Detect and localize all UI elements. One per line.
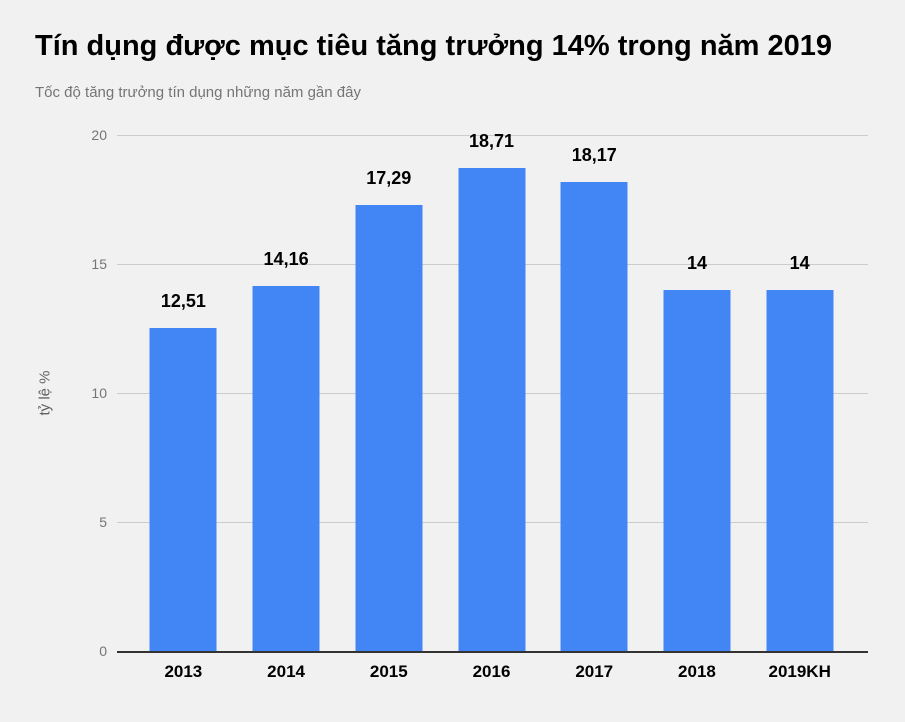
x-tick-label-2017: 2017 [575,662,614,681]
bar-column-2015: 17,29 [337,135,440,651]
bar-2015[interactable] [355,204,423,651]
x-tick-label-2013: 2013 [164,662,203,681]
y-tick-label: 0 [99,643,107,659]
bar-2014[interactable] [252,285,320,651]
value-label-2017: 18,17 [571,145,617,166]
value-label-2019KH: 14 [789,252,810,273]
bar-column-2017: 18,17 [543,135,646,651]
value-label-2014: 14,16 [263,248,309,269]
x-tick-label-2019KH: 2019KH [768,662,831,681]
bar-2017[interactable] [560,182,628,651]
value-label-2018: 14 [686,252,707,273]
bar-2016[interactable] [458,168,526,651]
bar-column-2019KH: 14 [748,135,851,651]
x-tick-label-2015: 2015 [369,662,408,681]
bars-layer: 12,51 14,16 17,29 18,71 18,17 14 14 [132,131,851,651]
chart-title: Tín dụng được mục tiêu tăng trưởng 14% t… [35,30,833,62]
bar-2019KH[interactable] [766,289,834,651]
y-tick-label: 20 [91,127,107,143]
x-tick-label-2014: 2014 [267,662,305,681]
x-axis-line [117,651,868,653]
x-axis-labels: 2013 2014 2015 2016 2017 2018 2019KH [132,662,851,682]
y-axis-title: tỷ lệ % [36,370,54,416]
gridline [117,135,868,136]
x-tick-label-2018: 2018 [678,662,716,681]
value-label-2013: 12,51 [160,291,206,312]
bar-2013[interactable] [149,328,217,651]
y-tick-label: 10 [91,385,107,401]
plot-area: 0 5 10 15 20 12,51 14,16 17,29 18,71 18,17 14 14 2… [91,128,868,681]
bar-column-2014: 14,16 [235,135,338,651]
bar-2018[interactable] [663,289,731,651]
bar-column-2018: 14 [646,135,749,651]
value-label-2015: 17,29 [366,167,412,188]
bar-column-2016: 18,71 [440,131,543,651]
x-tick-label-2016: 2016 [472,662,511,681]
value-label-2016: 18,71 [468,131,515,152]
bar-column-2013: 12,51 [132,135,235,651]
y-tick-label: 15 [91,256,107,272]
y-tick-label: 5 [99,514,107,530]
chart-subtitle: Tốc độ tăng trưởng tín dụng những năm gầ… [35,84,361,101]
